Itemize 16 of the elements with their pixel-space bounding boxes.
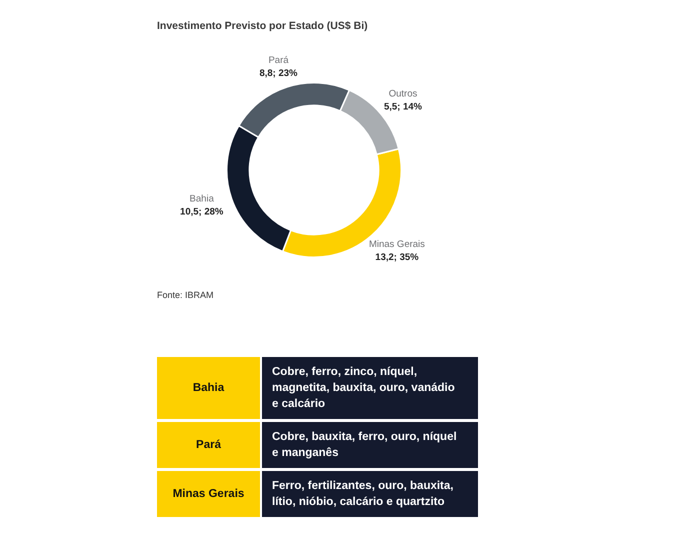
slice-label: Bahia — [190, 194, 215, 205]
chart-title: Investimento Previsto por Estado (US$ Bi) — [157, 20, 368, 32]
row-header-cell: Minas Gerais — [157, 471, 260, 517]
slice-label: Pará — [268, 55, 290, 66]
table-cell: Ferro, fertilizantes, ouro, bauxita, lítio, nióbio, calcário e quartzito — [262, 471, 478, 517]
data-label: 13,2; 35% — [375, 252, 420, 264]
source-note: Fonte: IBRAM — [157, 290, 214, 300]
data-label: 5,5; 14% — [384, 101, 423, 112]
data-label: 10,5; 28% — [180, 206, 224, 218]
table-cell: Cobre, ferro, zinco, níquel, magnetita, bauxita, ouro, vanádio e calcário — [262, 357, 478, 419]
row-header-cell: Pará — [157, 422, 260, 468]
row-header-cell: Bahia — [157, 357, 260, 419]
table-cell: Cobre, bauxita, ferro, ouro, níquel e manganês — [262, 422, 478, 468]
data-label: 8,8; 23% — [259, 68, 298, 80]
slice-label: Outros — [388, 88, 418, 100]
slice-label: Minas Gerais — [368, 239, 426, 250]
